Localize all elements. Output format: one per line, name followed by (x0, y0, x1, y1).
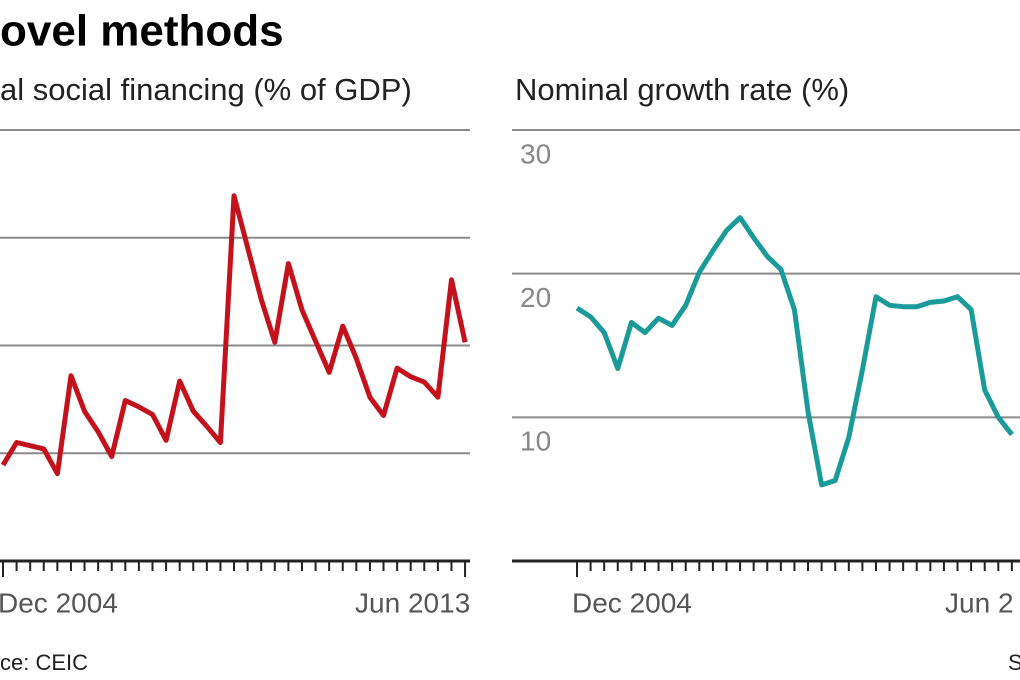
data-line (0, 193, 468, 477)
y-tick-label: 10 (520, 426, 551, 457)
source: ce: CEIC (0, 650, 88, 675)
x-tick-label: Dec 2004 (0, 587, 118, 618)
x-tick-label: Dec 2004 (572, 587, 692, 618)
headline: ovel methods (0, 7, 284, 56)
y-tick-label: 30 (520, 138, 551, 169)
data-line (575, 215, 1014, 488)
source: S (1008, 650, 1020, 675)
x-tick-label: Jun 2 (945, 587, 1014, 618)
x-tick-label: Jun 2013 (355, 587, 470, 618)
chart-title: Nominal growth rate (%) (515, 72, 849, 107)
y-tick-label: 20 (520, 282, 551, 313)
chart-title: al social financing (% of GDP) (0, 72, 412, 107)
